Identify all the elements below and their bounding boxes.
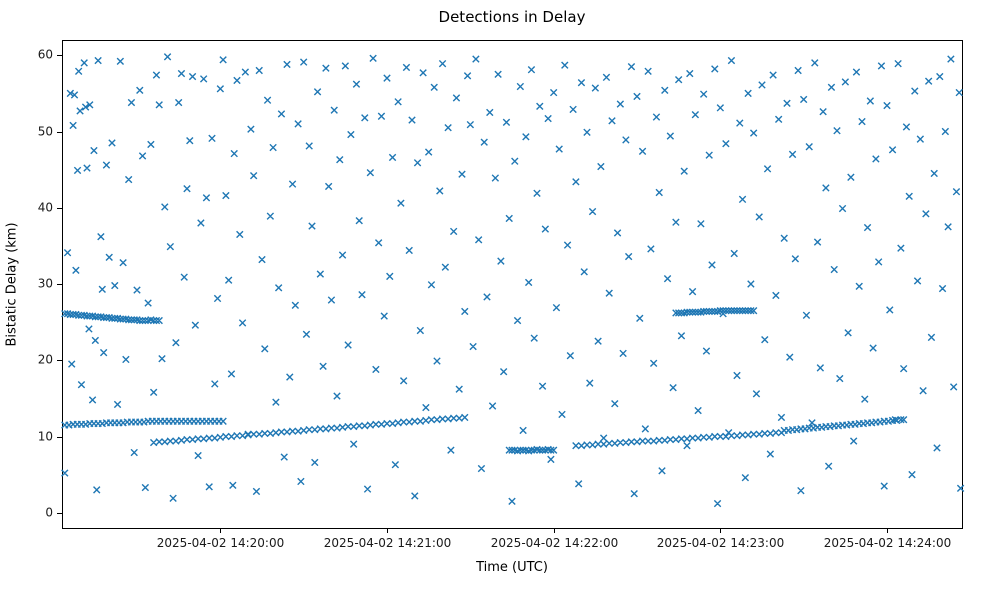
chart-title: Detections in Delay bbox=[438, 8, 586, 26]
x-axis-label: Time (UTC) bbox=[476, 560, 548, 575]
y-axis-label: Bistatic Delay (km) bbox=[4, 222, 20, 347]
